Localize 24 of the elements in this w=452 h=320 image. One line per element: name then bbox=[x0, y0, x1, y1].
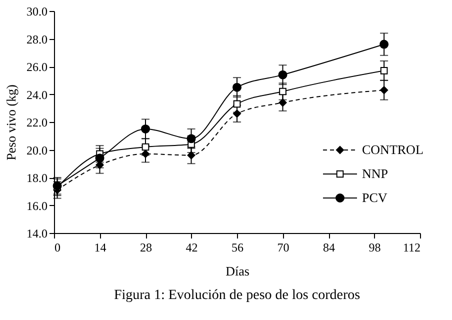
y-tick-label: 20.0 bbox=[26, 143, 48, 158]
legend-label: CONTROL bbox=[362, 142, 424, 157]
x-tick-label: 42 bbox=[186, 240, 198, 254]
legend-label: NNP bbox=[362, 166, 388, 181]
text: Figura 1: Evolución de peso de los corderos bbox=[114, 288, 360, 303]
y-tick-label: 22.0 bbox=[26, 116, 48, 130]
y-tick-label: 18.0 bbox=[26, 171, 48, 185]
x-tick-label: 56 bbox=[232, 240, 244, 254]
y-tick-label: 14.0 bbox=[26, 226, 48, 240]
x-tick-label: 28 bbox=[140, 240, 152, 254]
x-tick-label: 84 bbox=[323, 240, 335, 254]
y-tick-label: 24.0 bbox=[26, 88, 48, 102]
x-tick-label: 14 bbox=[94, 240, 106, 254]
legend-label: PCV bbox=[362, 190, 388, 205]
y-tick-label: 30.0 bbox=[26, 4, 48, 18]
y-tick-label: 16.0 bbox=[26, 198, 48, 213]
x-axis-title: Días bbox=[226, 264, 250, 278]
x-tick-label: 98 bbox=[368, 240, 381, 254]
x-tick-label: 0 bbox=[54, 240, 60, 254]
y-tick-label: 28.0 bbox=[26, 32, 48, 46]
y-tick-label: 26.0 bbox=[26, 60, 48, 74]
x-tick-label: 70 bbox=[277, 240, 290, 254]
y-axis-title: Peso vivo (kg) bbox=[4, 84, 18, 160]
x-tick-label: 112 bbox=[402, 240, 420, 254]
